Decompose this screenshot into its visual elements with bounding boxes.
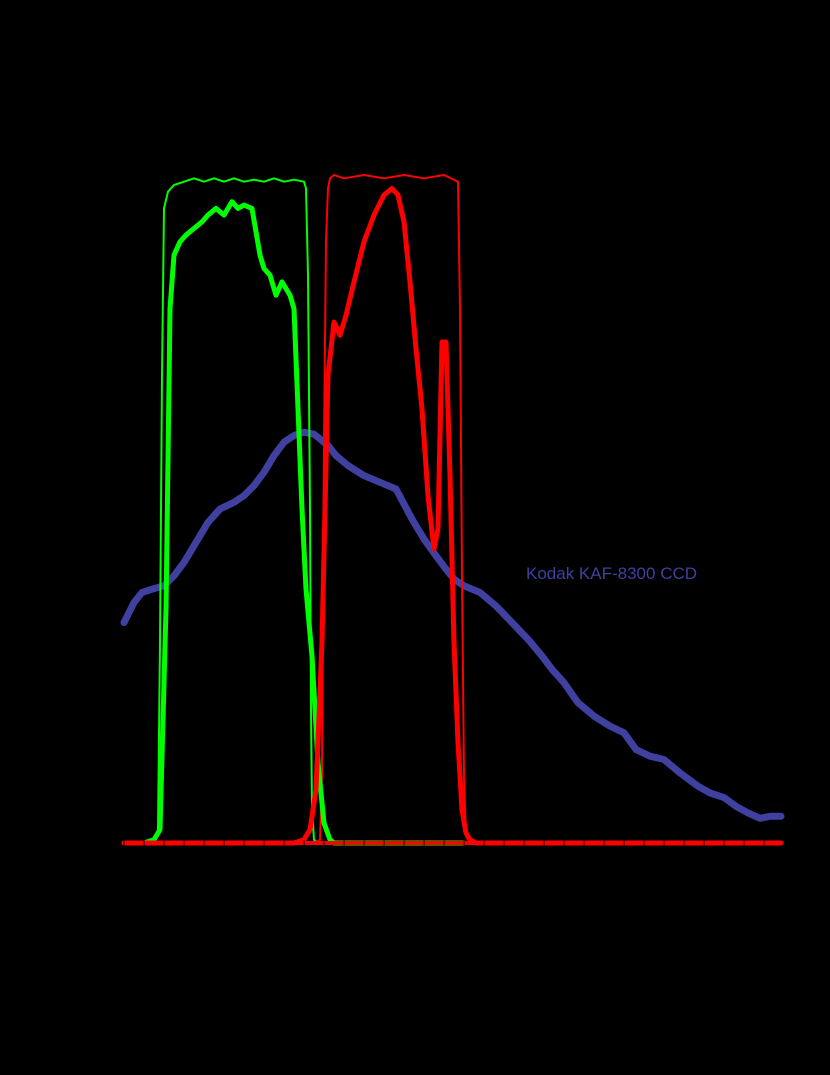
legend-label-ccd: Kodak KAF-8300 CCD — [526, 564, 698, 583]
series-red-filter-x-ccd — [121, 185, 784, 846]
series-green-filter — [123, 177, 465, 844]
series-layer — [120, 174, 785, 846]
series-kodak-kaf-8300-ccd — [120, 428, 785, 822]
x-axis-ticks — [123, 840, 765, 846]
